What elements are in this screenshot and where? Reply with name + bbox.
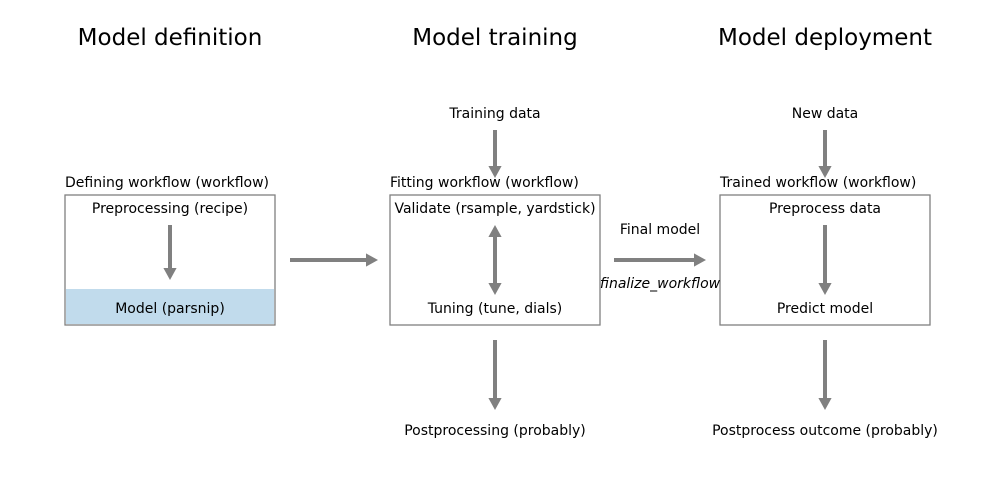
inner-bottom-deployment: Predict model [777, 301, 873, 317]
arrows-group [163, 130, 831, 410]
arrow-head-down-icon [818, 398, 831, 410]
arrow-head-down-icon [488, 398, 501, 410]
heading-deployment: Model deployment [718, 25, 932, 51]
edge-label-finalize-workflow: finalize_workflow [600, 276, 721, 292]
arrow-head-down-icon [818, 283, 831, 295]
arrow-head-down-icon [488, 283, 501, 295]
inner-top-training: Validate (rsample, yardstick) [394, 201, 595, 217]
caption-training: Fitting workflow (workflow) [390, 175, 579, 191]
inner-top-definition: Preprocessing (recipe) [92, 201, 248, 217]
workflow-boxes: Defining workflow (workflow) Preprocessin… [65, 175, 930, 325]
edge-label-final-model: Final model [620, 222, 700, 238]
inner-bottom-definition: Model (parsnip) [115, 301, 225, 317]
heading-training: Model training [412, 25, 577, 51]
inner-top-deployment: Preprocess data [769, 201, 881, 217]
arrow-head-right-icon [694, 253, 706, 266]
caption-deployment: Trained workflow (workflow) [719, 175, 916, 191]
workflow-diagram: Model definition Model training Model de… [0, 0, 1000, 500]
arrow-head-down-icon [163, 268, 176, 280]
inner-bottom-training: Tuning (tune, dials) [427, 301, 562, 317]
heading-definition: Model definition [78, 25, 263, 51]
arrow-head-right-icon [366, 253, 378, 266]
label-postprocessing: Postprocessing (probably) [404, 423, 586, 439]
label-training-data: Training data [448, 106, 540, 122]
label-new-data: New data [792, 106, 859, 122]
caption-definition: Defining workflow (workflow) [65, 175, 269, 191]
arrow-head-up-icon [488, 225, 501, 237]
label-postprocess-outcome: Postprocess outcome (probably) [712, 423, 938, 439]
